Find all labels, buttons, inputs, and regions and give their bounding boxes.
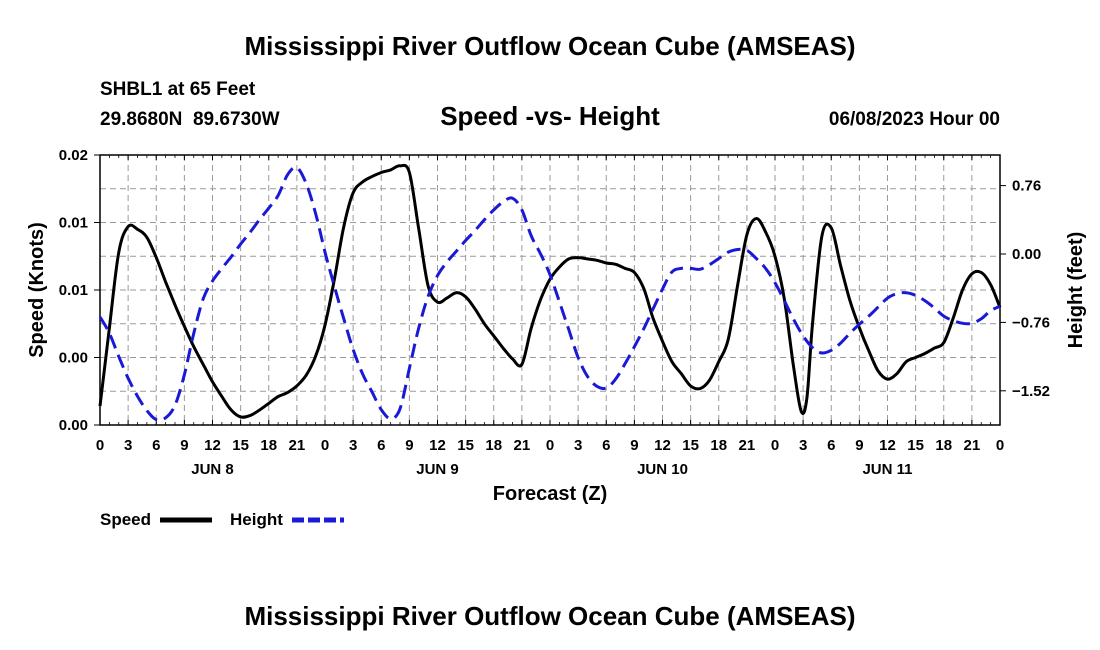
speed-series-line (98, 163, 1002, 419)
x-axis-label: Forecast (Z) (493, 483, 607, 505)
day-label: JUN 10 (637, 461, 688, 478)
bottom-title: Mississippi River Outflow Ocean Cube (AM… (244, 601, 855, 631)
x-tick-label: 9 (180, 437, 188, 454)
y-axis-left-label: Speed (Knots) (26, 222, 48, 358)
day-label: JUN 9 (416, 461, 459, 478)
x-tick-label: 21 (289, 437, 306, 454)
x-tick-label: 3 (349, 437, 357, 454)
y-axis-right-label: Height (feet) (1065, 232, 1087, 349)
x-tick-label: 12 (879, 437, 896, 454)
legend-speed-label: Speed (100, 510, 151, 529)
coordinates-label: 29.8680N 89.6730W (100, 109, 280, 130)
x-tick-label: 21 (964, 437, 981, 454)
y-left-tick-label: 0.00 (59, 417, 88, 434)
x-tick-label: 3 (799, 437, 807, 454)
x-tick-label: 9 (630, 437, 638, 454)
x-tick-label: 0 (321, 437, 329, 454)
x-tick-label: 15 (907, 437, 924, 454)
x-tick-label: 3 (574, 437, 582, 454)
x-tick-label: 18 (260, 437, 277, 454)
chart-title: Mississippi River Outflow Ocean Cube (AM… (244, 31, 855, 61)
legend: Speed Height (100, 510, 344, 529)
y-right-tick-label: −0.76 (1012, 314, 1050, 331)
x-tick-label: 0 (546, 437, 554, 454)
x-tick-label: 3 (124, 437, 132, 454)
x-tick-label: 0 (96, 437, 104, 454)
x-tick-label: 18 (710, 437, 727, 454)
day-label: JUN 8 (191, 461, 234, 478)
date-label: 06/08/2023 Hour 00 (829, 109, 1000, 130)
grid-lines (100, 155, 1000, 425)
x-tick-label: 12 (429, 437, 446, 454)
x-tick-label: 18 (485, 437, 502, 454)
x-tick-label: 6 (377, 437, 385, 454)
y-left-tick-label: 0.01 (59, 215, 88, 232)
series-lines (98, 163, 1002, 422)
x-tick-label: 6 (827, 437, 835, 454)
plot-subtitle: Speed -vs- Height (440, 101, 660, 131)
x-tick-label: 21 (514, 437, 531, 454)
y-right-tick-label: −1.52 (1012, 383, 1050, 400)
axis-ticks: 0 3 6 9 12 15 18 21 0 3 6 9 12 15 18 21 0 3 6 9 12 15 18 21 0 3 6 9… (59, 147, 1050, 478)
height-series-line (98, 165, 1001, 422)
x-tick-label: 6 (602, 437, 610, 454)
x-tick-label: 0 (771, 437, 779, 454)
x-tick-label: 12 (204, 437, 221, 454)
y-right-tick-label: 0.76 (1012, 178, 1041, 195)
x-tick-label: 15 (232, 437, 249, 454)
legend-height-label: Height (230, 510, 283, 529)
station-label: SHBL1 at 65 Feet (100, 79, 256, 100)
day-label: JUN 11 (862, 461, 912, 478)
y-left-tick-label: 0.02 (59, 147, 88, 164)
y-left-tick-label: 0.00 (59, 350, 88, 367)
y-left-tick-label: 0.01 (59, 282, 88, 299)
x-tick-label: 18 (935, 437, 952, 454)
x-tick-label: 6 (152, 437, 160, 454)
y-right-tick-label: 0.00 (1012, 246, 1041, 263)
x-tick-label: 9 (405, 437, 413, 454)
x-tick-label: 0 (996, 437, 1004, 454)
x-tick-label: 15 (457, 437, 474, 454)
x-tick-label: 15 (682, 437, 699, 454)
x-tick-label: 21 (739, 437, 756, 454)
x-tick-label: 12 (654, 437, 671, 454)
x-tick-label: 9 (855, 437, 863, 454)
